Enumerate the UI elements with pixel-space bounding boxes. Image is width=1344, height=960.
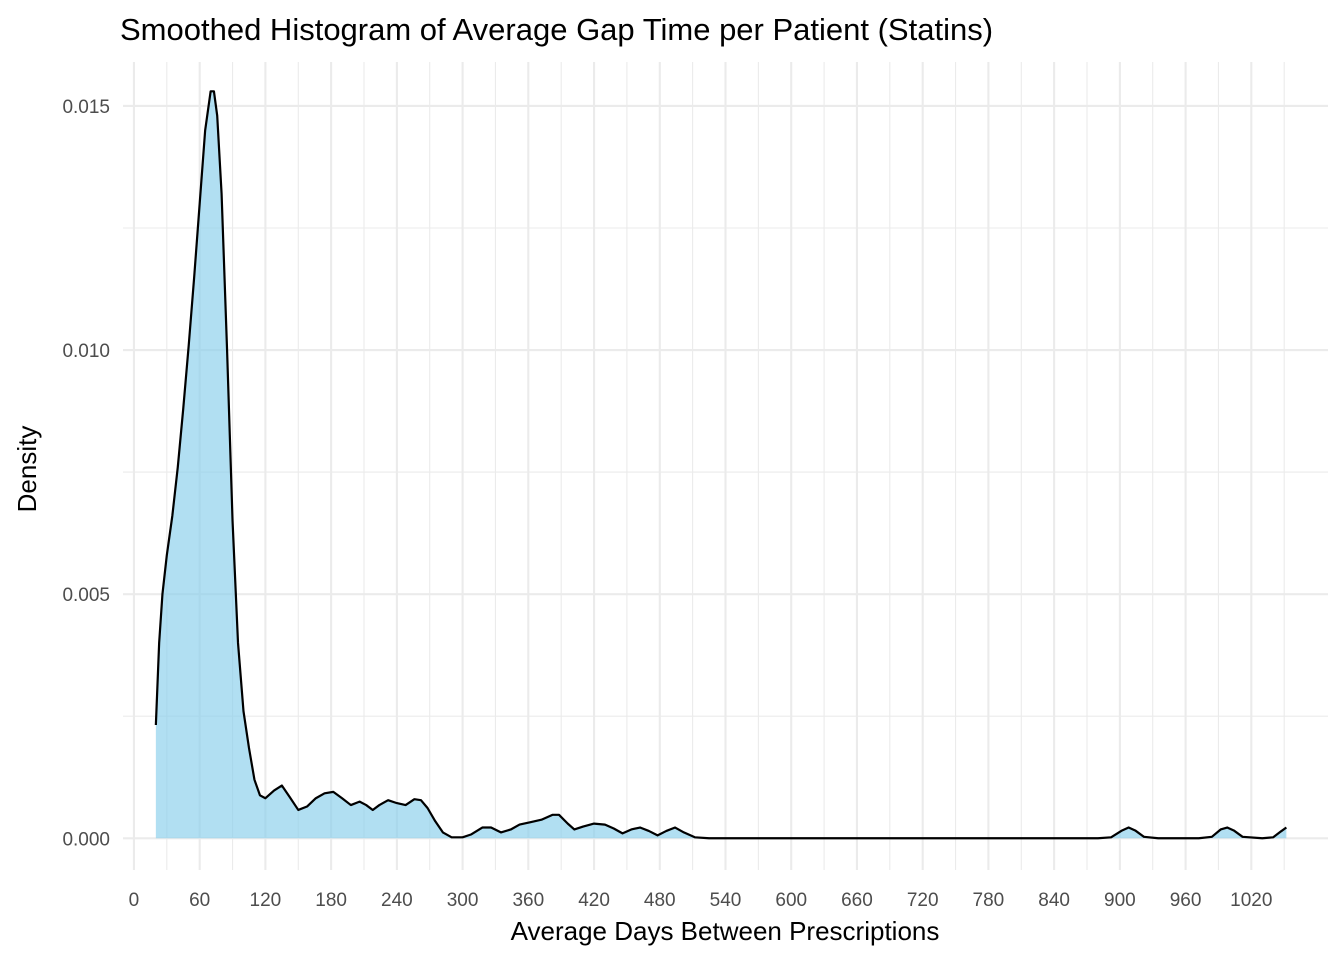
density-area (155, 91, 1287, 839)
x-tick-label: 900 (1104, 890, 1136, 911)
x-tick-label: 360 (512, 890, 544, 911)
x-tick-label: 0 (129, 890, 140, 911)
y-axis-label: Density (12, 426, 42, 513)
x-tick-label: 720 (907, 890, 939, 911)
x-tick-label: 540 (710, 890, 742, 911)
x-tick-label: 60 (189, 890, 210, 911)
x-axis-ticks: 0 60 120 180 240 300 360 420 480 540 600 660 720 780 8… (129, 890, 1273, 911)
x-tick-label: 600 (775, 890, 807, 911)
grid-lines (123, 62, 1328, 870)
y-tick-label: 0.010 (62, 341, 110, 362)
x-tick-label: 1020 (1230, 890, 1272, 911)
x-tick-label: 300 (447, 890, 479, 911)
y-tick-label: 0.015 (62, 97, 110, 118)
x-tick-label: 840 (1038, 890, 1070, 911)
chart-title: Smoothed Histogram of Average Gap Time p… (120, 12, 993, 47)
x-tick-label: 420 (578, 890, 610, 911)
x-tick-label: 960 (1170, 890, 1202, 911)
x-tick-label: 780 (973, 890, 1005, 911)
x-tick-label: 240 (381, 890, 413, 911)
y-tick-label: 0.000 (62, 829, 110, 850)
x-tick-label: 180 (315, 890, 347, 911)
x-axis-label: Average Days Between Prescriptions (511, 916, 940, 946)
x-tick-label: 120 (250, 890, 282, 911)
y-axis-ticks: 0.000 0.005 0.010 0.015 (62, 97, 110, 850)
y-tick-label: 0.005 (62, 585, 110, 606)
density-curve (154, 90, 1288, 840)
x-tick-label: 480 (644, 890, 676, 911)
x-tick-label: 660 (841, 890, 873, 911)
